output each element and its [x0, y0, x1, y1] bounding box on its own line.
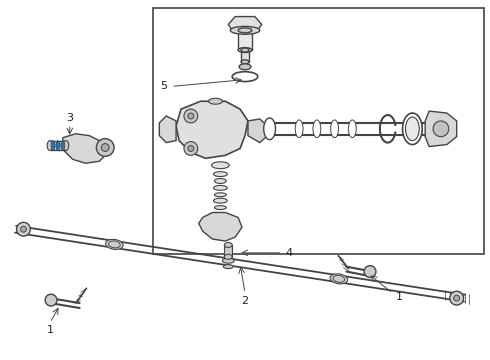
Bar — [153, 8, 484, 254]
Bar — [241, 50, 249, 62]
Polygon shape — [228, 17, 262, 30]
Ellipse shape — [214, 198, 227, 203]
Polygon shape — [176, 101, 248, 158]
Ellipse shape — [406, 117, 419, 141]
Polygon shape — [199, 212, 242, 241]
Circle shape — [364, 266, 376, 278]
Circle shape — [184, 109, 198, 123]
Ellipse shape — [215, 206, 226, 210]
Bar — [238, 30, 252, 50]
Ellipse shape — [238, 48, 252, 53]
Ellipse shape — [230, 26, 260, 34]
Bar — [50, 141, 66, 150]
Circle shape — [454, 295, 460, 301]
Ellipse shape — [241, 48, 249, 52]
Text: 3: 3 — [66, 113, 73, 123]
Bar — [224, 245, 232, 257]
Polygon shape — [63, 134, 107, 163]
Ellipse shape — [402, 113, 422, 145]
Circle shape — [17, 222, 30, 236]
Polygon shape — [159, 116, 176, 143]
Ellipse shape — [224, 254, 232, 259]
Text: 1: 1 — [396, 292, 403, 302]
Ellipse shape — [264, 118, 275, 140]
Ellipse shape — [333, 275, 344, 282]
Ellipse shape — [56, 141, 60, 150]
Ellipse shape — [51, 141, 55, 150]
Ellipse shape — [47, 141, 53, 150]
Text: 2: 2 — [242, 296, 248, 306]
Ellipse shape — [239, 64, 251, 70]
Ellipse shape — [222, 258, 234, 263]
Ellipse shape — [241, 60, 249, 64]
Circle shape — [188, 113, 194, 119]
Text: 1: 1 — [47, 325, 53, 335]
Circle shape — [188, 145, 194, 152]
Ellipse shape — [330, 274, 347, 284]
Circle shape — [433, 121, 449, 137]
Ellipse shape — [348, 120, 356, 138]
Ellipse shape — [212, 162, 229, 169]
Text: 5: 5 — [160, 81, 167, 91]
Circle shape — [97, 139, 114, 156]
Ellipse shape — [105, 239, 123, 249]
Ellipse shape — [313, 120, 321, 138]
Ellipse shape — [223, 265, 233, 269]
Text: 4: 4 — [286, 248, 293, 258]
Ellipse shape — [108, 241, 120, 248]
Ellipse shape — [238, 28, 252, 33]
Circle shape — [184, 141, 198, 156]
Ellipse shape — [295, 120, 303, 138]
Circle shape — [21, 226, 26, 232]
Circle shape — [450, 291, 464, 305]
Ellipse shape — [215, 193, 226, 197]
Circle shape — [45, 294, 57, 306]
Ellipse shape — [232, 72, 258, 82]
Ellipse shape — [224, 243, 232, 247]
Polygon shape — [248, 119, 268, 143]
Circle shape — [101, 144, 109, 152]
Ellipse shape — [214, 185, 227, 190]
Ellipse shape — [215, 179, 226, 184]
Ellipse shape — [63, 141, 69, 150]
Polygon shape — [425, 111, 457, 147]
Ellipse shape — [214, 172, 227, 176]
Ellipse shape — [61, 141, 65, 150]
Ellipse shape — [331, 120, 339, 138]
Ellipse shape — [209, 98, 222, 104]
